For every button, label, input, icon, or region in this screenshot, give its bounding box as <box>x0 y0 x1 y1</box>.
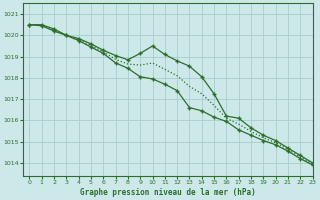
X-axis label: Graphe pression niveau de la mer (hPa): Graphe pression niveau de la mer (hPa) <box>80 188 256 197</box>
